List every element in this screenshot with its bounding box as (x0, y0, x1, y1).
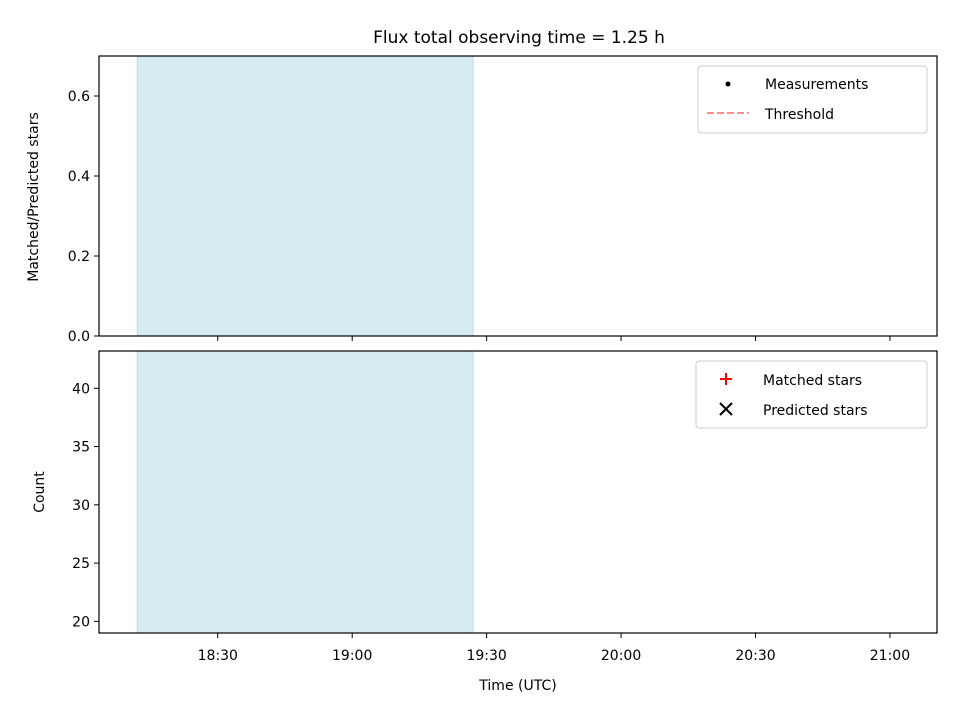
bottom-panel: 20 25 30 35 40 18:30 19:00 19:30 20:00 20:30 21:0… (32, 350, 938, 694)
chart-title: Flux total observing time = 1.25 h (373, 28, 665, 48)
top-legend-box (697, 65, 928, 134)
x-tick-label: 20:00 (601, 648, 641, 664)
x-tick-label: 19:00 (332, 648, 372, 664)
bottom-plot-frame (98, 350, 938, 634)
bottom-legend: Matched stars Predicted stars (695, 360, 928, 429)
x-tick-label: 20:30 (735, 648, 775, 664)
legend-marker-measurements (725, 81, 731, 87)
bottom-shaded-span (136, 350, 474, 634)
top-plot-frame (98, 55, 938, 337)
x-axis-label: Time (UTC) (478, 678, 556, 694)
y-tick-label: 0.4 (68, 169, 90, 185)
legend-marker-matched (720, 373, 732, 385)
legend-label-measurements: Measurements (765, 77, 868, 93)
top-panel: 0.0 0.2 0.4 0.6 Matched/Predicted stars Mea… (26, 55, 938, 345)
top-x-ticks (217, 336, 891, 341)
legend-label-matched: Matched stars (763, 373, 862, 389)
legend-label-predicted: Predicted stars (763, 403, 868, 419)
bottom-y-axis: 20 25 30 35 40 (72, 381, 99, 630)
y-tick-label: 0.6 (68, 89, 90, 105)
y-tick-label: 20 (72, 614, 90, 630)
y-tick-label: 0.2 (68, 249, 90, 265)
top-shaded-span (136, 55, 474, 337)
top-legend: Measurements Threshold (697, 65, 928, 134)
y-tick-label: 40 (72, 381, 90, 397)
x-tick-label: 19:30 (466, 648, 506, 664)
legend-label-threshold: Threshold (764, 107, 834, 123)
y-tick-label: 25 (72, 556, 90, 572)
y-tick-label: 0.0 (68, 329, 90, 345)
legend-marker-predicted (719, 402, 733, 416)
bottom-y-axis-label: Count (32, 471, 48, 513)
bottom-x-axis: 18:30 19:00 19:30 20:00 20:30 21:00 (198, 633, 910, 664)
top-y-axis-label: Matched/Predicted stars (26, 112, 42, 282)
top-y-axis: 0.0 0.2 0.4 0.6 (68, 89, 99, 345)
y-tick-label: 35 (72, 440, 90, 456)
x-tick-label: 21:00 (870, 648, 910, 664)
x-tick-label: 18:30 (198, 648, 238, 664)
bottom-legend-box (695, 360, 928, 429)
y-tick-label: 30 (72, 498, 90, 514)
